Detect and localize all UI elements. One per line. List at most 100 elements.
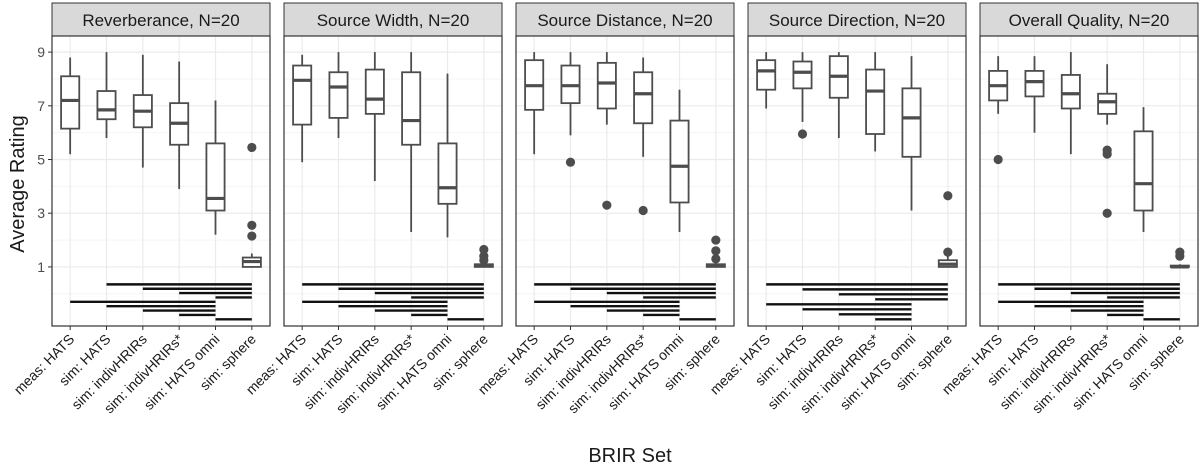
panel-title: Reverberance, N=20 [82,11,239,30]
outlier-point [638,205,648,216]
box-iqr [901,87,922,158]
outlier-point [943,247,953,257]
panel-border [515,35,735,327]
box-iqr [633,71,654,125]
box-iqr [292,64,313,126]
panel-strip [747,2,967,37]
outlier-point [1102,208,1112,218]
box-4 [865,52,886,152]
box-4 [401,52,422,233]
box-iqr [596,61,617,110]
box-6 [937,191,958,268]
x-axis-title: BRIR Set [588,445,672,467]
box-iqr [1097,92,1118,115]
panel-title: Source Width, N=20 [317,11,470,30]
panel-border [979,35,1199,327]
box-5 [901,56,922,211]
outlier-point [247,142,257,153]
box-iqr [96,90,117,121]
box-6 [473,244,494,268]
panel-border [747,35,967,327]
panel-background [516,36,734,326]
box-iqr [364,68,385,115]
box-1 [988,56,1009,165]
panel-title: Overall Quality, N=20 [1009,11,1170,30]
box-2 [96,52,117,139]
box-1 [60,57,81,155]
box-3 [132,54,153,168]
panel-strip [979,2,1199,37]
outlier-point [711,254,721,264]
box-iqr [401,71,422,146]
y-axis-title: Average Rating [7,115,29,253]
box-2 [1024,56,1045,133]
y-tick-label: 1 [37,259,45,275]
box-5 [1133,107,1154,233]
box-5 [205,100,226,235]
box-iqr [865,68,886,135]
box-1 [756,52,777,109]
outlier-point [711,246,721,256]
box-4 [633,57,654,216]
box-1 [524,52,545,155]
box-iqr [1133,130,1154,212]
box-3 [828,52,849,139]
box-iqr [1024,70,1045,98]
box-3 [596,52,617,210]
panel-border [51,35,271,327]
box-iqr [205,142,226,212]
outlier-point [479,255,489,265]
y-tick-label: 5 [37,152,45,168]
y-tick-label: 7 [37,98,45,114]
box-iqr [60,75,81,130]
panel-strip [283,2,503,37]
box-6 [241,142,262,268]
box-iqr [328,71,349,119]
outlier-point [943,191,953,201]
panel-background [52,36,270,326]
panel-background [284,36,502,326]
box-iqr [792,60,813,90]
outlier-point [711,235,721,245]
box-4 [1097,64,1118,218]
outlier-point [797,129,808,139]
box-iqr [1060,74,1081,110]
box-3 [1060,52,1081,155]
box-4 [169,61,190,190]
box-1 [292,54,313,163]
y-tick-label: 3 [37,205,45,221]
box-iqr [669,119,690,204]
box-6 [1169,247,1190,269]
box-2 [792,52,813,139]
box-iqr [756,59,777,91]
box-3 [364,52,385,181]
panel-strip [51,2,271,37]
outlier-point [602,200,612,210]
box-6 [705,235,726,268]
outlier-point [479,244,489,255]
panel-background [748,36,966,326]
box-2 [560,52,581,167]
panel-background [980,36,1198,326]
outlier-point [247,231,257,241]
outlier-point [247,220,257,230]
box-iqr [437,142,458,205]
panel-title: Source Direction, N=20 [769,11,945,30]
panel-border [283,35,503,327]
y-tick-label: 9 [37,44,45,60]
panel-title: Source Distance, N=20 [537,11,712,30]
outlier-point [1175,251,1185,261]
outlier-point [993,154,1003,165]
outlier-point [565,157,576,167]
box-5 [437,73,458,238]
box-2 [328,52,349,139]
box-5 [669,89,690,233]
outlier-point [1102,149,1112,159]
